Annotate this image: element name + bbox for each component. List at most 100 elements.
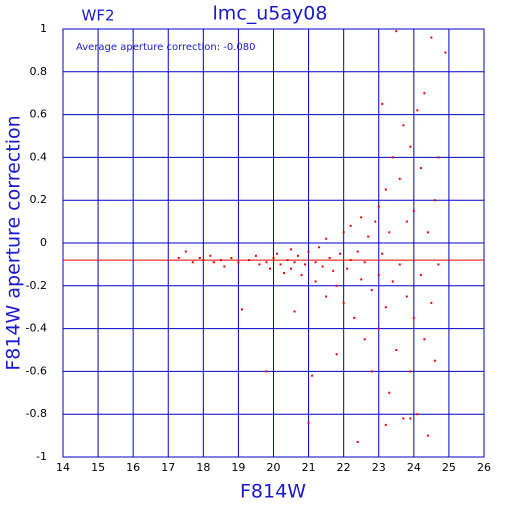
point (191, 261, 194, 264)
point (430, 301, 433, 304)
point (381, 102, 384, 105)
point (395, 349, 398, 351)
point (381, 252, 384, 255)
point (177, 256, 180, 259)
y-tick-label: 0 (40, 236, 47, 249)
point (437, 156, 440, 159)
point (346, 267, 349, 270)
point (402, 417, 405, 420)
point (370, 370, 373, 373)
point (290, 248, 293, 251)
point (398, 263, 401, 266)
y-tick-label: -0.4 (26, 322, 47, 335)
point (325, 237, 328, 240)
point (297, 254, 300, 257)
point (311, 374, 314, 377)
point (367, 235, 370, 238)
point (349, 224, 352, 227)
y-tick-label: -0.8 (26, 407, 47, 420)
x-tick-label: 15 (91, 461, 105, 474)
point (412, 316, 415, 319)
point (307, 421, 310, 424)
point (349, 259, 352, 262)
point (321, 265, 324, 268)
x-tick-label: 25 (442, 461, 456, 474)
point (416, 413, 419, 416)
point (300, 274, 303, 277)
point (433, 359, 436, 362)
x-tick-label: 18 (196, 461, 210, 474)
point (416, 109, 419, 112)
point (268, 267, 271, 270)
point (388, 391, 391, 394)
point (423, 338, 426, 341)
point (258, 263, 261, 266)
chip-label: WF2 (81, 7, 114, 25)
point (265, 261, 268, 264)
point (283, 271, 286, 274)
point (405, 295, 408, 298)
point (356, 441, 359, 444)
point (219, 259, 222, 262)
point (325, 295, 328, 298)
x-tick-label: 17 (161, 461, 175, 474)
point (363, 338, 366, 341)
x-tick-label: 19 (231, 461, 245, 474)
x-tick-label: 23 (372, 461, 386, 474)
point (377, 274, 380, 277)
point (437, 263, 440, 266)
point (332, 269, 335, 272)
point (409, 417, 412, 420)
x-tick-label: 26 (477, 461, 491, 474)
point (360, 216, 363, 219)
x-tick-label: 16 (126, 461, 140, 474)
point (304, 263, 307, 266)
point (384, 306, 387, 309)
x-tick-label: 22 (337, 461, 351, 474)
point (202, 259, 205, 262)
y-tick-label: -0.6 (26, 364, 47, 377)
y-tick-label: 0.2 (30, 193, 48, 206)
point (398, 177, 401, 180)
point (377, 327, 380, 330)
point (405, 220, 408, 223)
point (444, 51, 447, 54)
point (419, 274, 422, 277)
y-tick-label: 0.4 (30, 150, 48, 163)
point (391, 156, 394, 159)
point (314, 261, 317, 264)
point (409, 370, 412, 373)
point (412, 209, 415, 212)
point (335, 353, 338, 356)
point (423, 92, 426, 95)
x-tick-label: 14 (56, 461, 70, 474)
point (230, 256, 233, 259)
x-axis-label: F814W (240, 481, 306, 503)
point (353, 316, 356, 319)
point (395, 30, 398, 33)
point (247, 259, 250, 262)
point (384, 423, 387, 426)
point (198, 256, 201, 259)
point (433, 199, 436, 202)
point (409, 145, 412, 148)
point (335, 284, 338, 287)
y-tick-label: -0.2 (26, 279, 47, 292)
point (360, 278, 363, 281)
point (286, 259, 289, 262)
point (426, 434, 429, 437)
x-tick-label: 21 (302, 461, 316, 474)
plot-frame (62, 28, 485, 458)
point (426, 231, 429, 234)
point (307, 250, 310, 253)
x-tick-label: 24 (407, 461, 421, 474)
chart-title: lmc_u5ay08 (213, 3, 328, 25)
y-tick-label: 1 (40, 22, 47, 35)
point (374, 220, 377, 223)
y-axis-label: F814W aperture correction (3, 115, 25, 370)
point (388, 231, 391, 234)
point (391, 280, 394, 283)
point (356, 250, 359, 253)
point (279, 263, 282, 266)
point (212, 261, 215, 264)
